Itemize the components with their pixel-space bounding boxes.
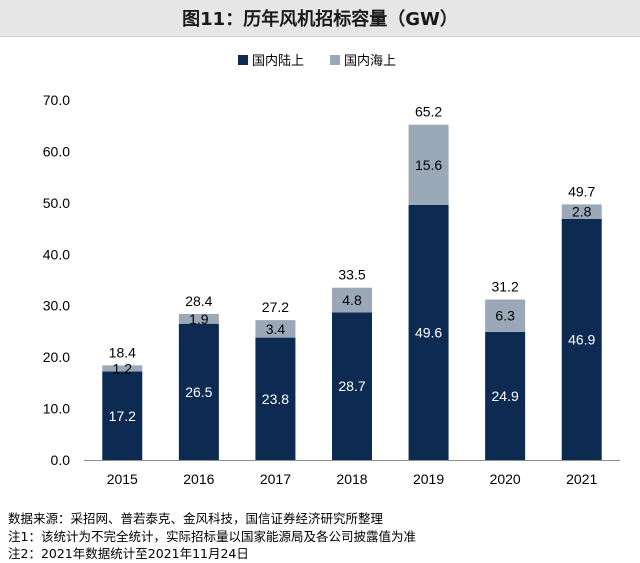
legend-label: 国内海上 xyxy=(344,53,396,69)
data-label: 4.8 xyxy=(342,292,362,308)
data-label: 24.9 xyxy=(492,388,519,404)
data-label: 17.2 xyxy=(109,408,136,424)
y-tick-label: 50.0 xyxy=(43,195,70,211)
total-label: 27.2 xyxy=(262,299,289,315)
bar-segment-onshore xyxy=(178,323,219,460)
bar-segment-onshore xyxy=(561,218,602,460)
y-tick-label: 40.0 xyxy=(43,246,70,262)
data-label: 15.6 xyxy=(415,157,442,173)
x-tick-label: 2020 xyxy=(490,471,521,487)
x-tick-label: 2019 xyxy=(413,471,444,487)
data-label: 26.5 xyxy=(185,384,212,400)
chart-title: 图11：历年风机招标容量（GW） xyxy=(182,9,458,30)
data-label: 2.8 xyxy=(572,204,592,220)
data-label: 3.4 xyxy=(266,321,286,337)
bar-segment-offshore xyxy=(102,365,143,372)
source-notes: 数据来源：采招网、普若泰克、金风科技，国信证券经济研究所整理 注1：该统计为不完… xyxy=(8,510,632,563)
bar-segment-offshore xyxy=(332,287,372,313)
total-label: 33.5 xyxy=(338,267,365,283)
data-label: 1.9 xyxy=(189,311,209,327)
data-label: 1.2 xyxy=(113,360,133,376)
note-1: 注1：该统计为不完全统计，实际招标量以国家能源局及各公司披露值为准 xyxy=(8,528,416,544)
total-label: 49.7 xyxy=(568,183,595,199)
bar-segment-onshore xyxy=(485,331,526,460)
legend-swatch xyxy=(330,55,340,65)
bar-segment-onshore xyxy=(102,371,143,460)
data-label: 49.6 xyxy=(415,324,442,340)
y-tick-label: 70.0 xyxy=(43,92,70,108)
total-label: 31.2 xyxy=(492,279,519,295)
legend-swatch xyxy=(238,55,248,65)
bar-segment-onshore xyxy=(332,312,372,460)
data-label: 6.3 xyxy=(495,308,515,324)
y-tick-label: 30.0 xyxy=(43,298,70,314)
data-label: 23.8 xyxy=(262,391,289,407)
y-tick-label: 60.0 xyxy=(43,143,70,159)
note-2: 注2：2021年数据统计至2021年11月24日 xyxy=(8,546,249,561)
x-tick-label: 2021 xyxy=(566,471,597,487)
x-tick-label: 2016 xyxy=(183,471,214,487)
legend-label: 国内陆上 xyxy=(252,53,304,69)
bar-segment-onshore xyxy=(408,204,449,460)
stacked-bar-chart: 0.0 10.0 20.0 30.0 40.0 50.0 60.0 70.0 17.2 1.218… xyxy=(43,53,620,487)
bar-segment-offshore xyxy=(561,204,602,219)
total-label: 65.2 xyxy=(415,104,442,120)
bar-segment-offshore xyxy=(255,320,296,338)
x-tick-label: 2017 xyxy=(260,471,291,487)
total-label: 28.4 xyxy=(185,293,212,309)
note-source: 数据来源：采招网、普若泰克、金风科技，国信证券经济研究所整理 xyxy=(8,511,384,526)
bar-segment-onshore xyxy=(255,337,296,460)
x-tick-label: 2015 xyxy=(107,471,138,487)
y-tick-label: 0.0 xyxy=(51,452,71,468)
bar-segment-offshore xyxy=(485,299,526,332)
bar-segment-offshore xyxy=(408,124,449,205)
bar-segment-offshore xyxy=(178,313,219,324)
total-label: 18.4 xyxy=(109,344,136,360)
chart-title-bar: 图11：历年风机招标容量（GW） xyxy=(0,0,640,37)
y-tick-label: 20.0 xyxy=(43,349,70,365)
x-tick-label: 2018 xyxy=(336,471,367,487)
data-label: 46.9 xyxy=(568,331,595,347)
y-tick-label: 10.0 xyxy=(43,401,70,417)
data-label: 28.7 xyxy=(338,378,365,394)
